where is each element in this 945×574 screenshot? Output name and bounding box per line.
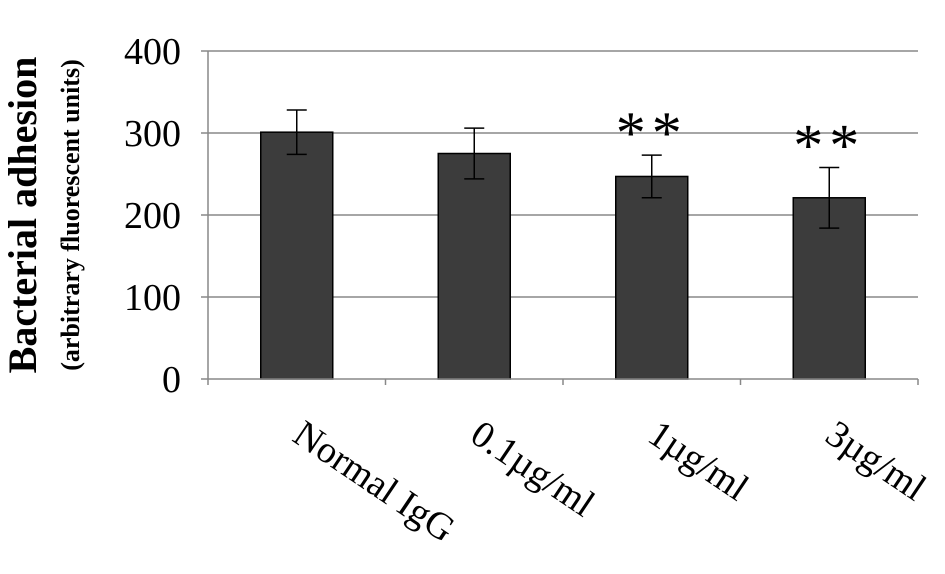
y-tick-label: 200 (124, 195, 181, 237)
x-tick-label: 0.1µg/ml (463, 413, 602, 526)
x-tick-label: 3µg/ml (818, 413, 933, 510)
y-tick-label: 100 (124, 277, 181, 319)
error-bars (286, 109, 840, 229)
bars (260, 131, 866, 380)
bar (260, 131, 334, 380)
y-axis-subtitle: (arbitrary fluorescent units) (56, 59, 85, 370)
significance-marker: ** (793, 112, 865, 178)
axes (201, 50, 919, 385)
y-tick-labels: 0 100 200 300 400 (124, 31, 181, 401)
significance-marker: ** (616, 100, 688, 166)
x-tick-label: Normal IgG (286, 413, 463, 551)
y-tick-label: 400 (124, 31, 181, 73)
significance-annotations: ** ** (616, 100, 865, 178)
y-tick-label: 300 (124, 113, 181, 155)
x-tick-labels: Normal IgG 0.1µg/ml 1µg/ml 3µg/ml (286, 413, 934, 551)
bar (615, 175, 689, 380)
bar (437, 152, 511, 380)
x-tick-label: 1µg/ml (641, 413, 756, 510)
y-axis-title: Bacterial adhesion (0, 57, 45, 374)
y-tick-label: 0 (162, 359, 181, 401)
